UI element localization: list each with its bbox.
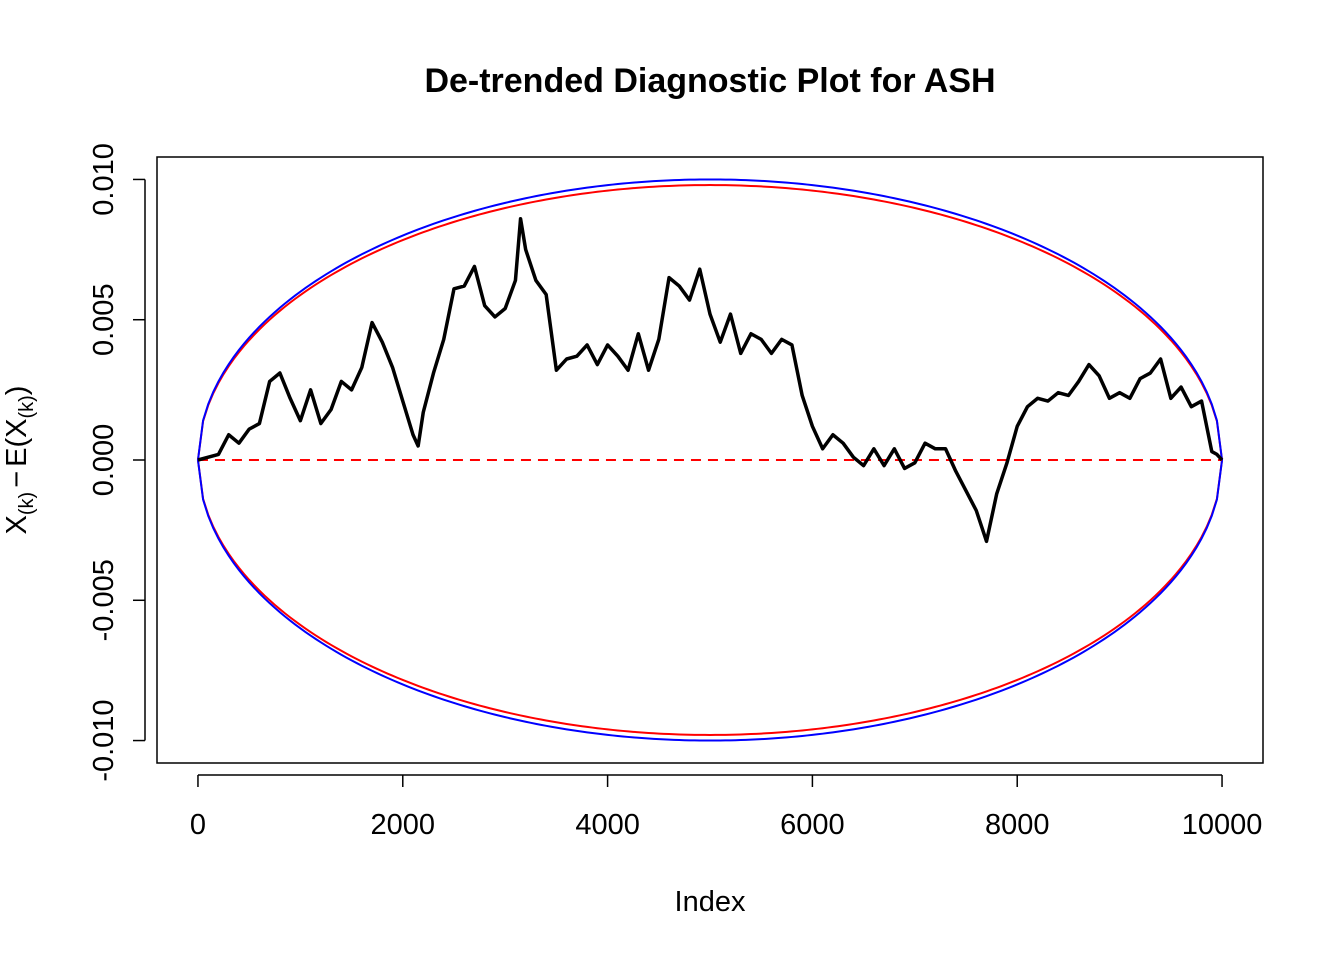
- x-tick-label: 6000: [780, 809, 845, 841]
- y-label-minus: −: [1, 471, 33, 488]
- y-tick-label: -0.010: [88, 699, 120, 781]
- y-tick-label: 0.005: [88, 283, 120, 356]
- x-tick-label: 4000: [575, 809, 640, 841]
- y-label-expect: E(X: [1, 419, 33, 467]
- y-tick-label: 0.010: [88, 143, 120, 216]
- x-axis: 0 2000 4000 6000 8000 10000: [190, 774, 1263, 841]
- x-tick-label: 10000: [1182, 809, 1263, 841]
- plot-area: [196, 178, 1224, 742]
- plot-frame: [156, 156, 1264, 764]
- x-tick-label: 2000: [371, 809, 436, 841]
- x-tick-label: 8000: [985, 809, 1050, 841]
- y-axis-label: X(k)−E(X(k)): [1, 386, 38, 535]
- y-label-expect-sub: (k): [16, 395, 38, 418]
- x-tick-label: 0: [190, 809, 206, 841]
- y-label-close: ): [1, 386, 33, 396]
- y-tick-label: -0.005: [88, 559, 120, 641]
- y-axis: -0.010 -0.005 0.000 0.005 0.010: [88, 143, 146, 782]
- data-series-line: [197, 216, 1224, 544]
- y-label-main: X: [1, 515, 33, 534]
- y-tick-label: 0.000: [88, 424, 120, 497]
- x-axis-label: Index: [675, 886, 746, 918]
- y-label-sub: (k): [16, 492, 38, 515]
- chart-title: De-trended Diagnostic Plot for ASH: [424, 62, 995, 100]
